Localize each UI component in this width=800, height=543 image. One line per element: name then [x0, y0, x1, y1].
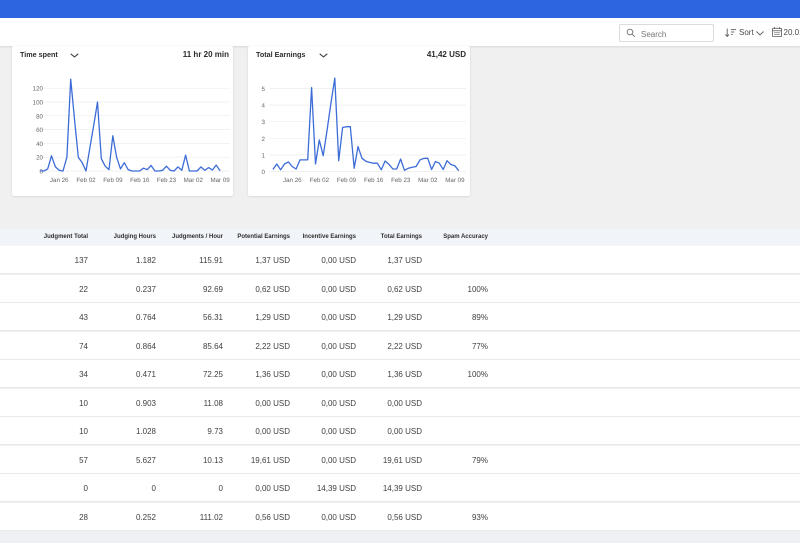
svg-text:4: 4	[262, 103, 266, 110]
svg-text:3: 3	[262, 119, 266, 126]
svg-text:5: 5	[262, 86, 266, 93]
svg-text:Jan 26: Jan 26	[50, 177, 69, 184]
svg-text:Mar 02: Mar 02	[184, 177, 204, 184]
svg-text:Feb 02: Feb 02	[310, 177, 330, 184]
svg-text:2: 2	[262, 136, 266, 143]
svg-text:80: 80	[36, 113, 43, 120]
svg-text:Jan 26: Jan 26	[283, 177, 302, 184]
svg-text:0: 0	[262, 169, 266, 176]
svg-text:Feb 09: Feb 09	[103, 177, 123, 184]
svg-text:120: 120	[33, 86, 44, 93]
svg-text:Feb 23: Feb 23	[157, 177, 177, 184]
svg-text:1: 1	[262, 152, 266, 159]
svg-text:20: 20	[36, 155, 43, 162]
svg-text:0: 0	[40, 169, 44, 176]
svg-text:Feb 23: Feb 23	[391, 177, 411, 184]
svg-text:Feb 16: Feb 16	[364, 177, 384, 184]
svg-text:Mar 09: Mar 09	[445, 177, 465, 184]
svg-text:Feb 09: Feb 09	[337, 177, 357, 184]
svg-text:100: 100	[33, 100, 44, 107]
svg-text:Feb 16: Feb 16	[130, 177, 150, 184]
svg-text:40: 40	[36, 141, 43, 148]
svg-text:Mar 02: Mar 02	[418, 177, 438, 184]
svg-text:Feb 02: Feb 02	[76, 177, 96, 184]
svg-text:60: 60	[36, 127, 43, 134]
svg-text:Mar 09: Mar 09	[210, 177, 230, 184]
